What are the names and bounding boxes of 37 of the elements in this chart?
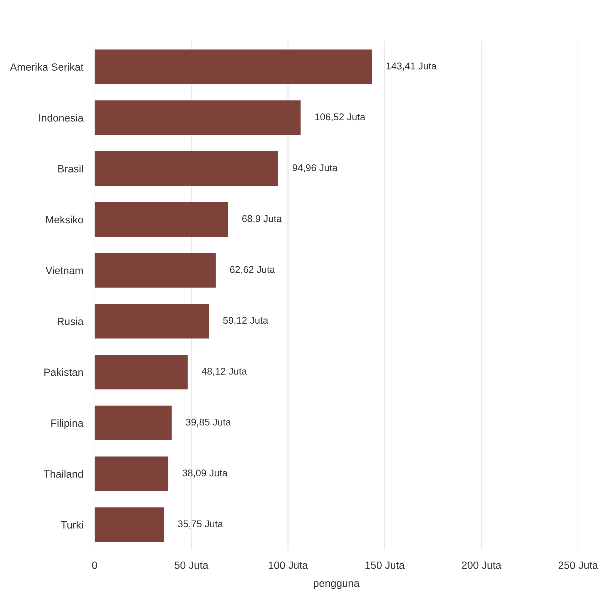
y-tick-label: Thailand <box>44 470 84 478</box>
y-tick-label: Turki <box>61 521 84 529</box>
y-tick-label: Filipina <box>52 419 84 430</box>
data-label: 62,62 Juta <box>230 266 276 274</box>
bar <box>94 100 301 136</box>
y-tick-label: Amerika Serikat <box>10 63 84 71</box>
x-tick-label: 250 Juta <box>558 562 598 570</box>
bar <box>94 253 216 288</box>
data-label: 38,09 Juta <box>182 470 228 478</box>
bar <box>94 50 372 84</box>
bar <box>94 508 164 542</box>
bar <box>94 304 210 339</box>
y-tick-label: Vietnam <box>46 266 84 274</box>
x-tick-label: 0 <box>92 562 98 570</box>
bar <box>94 152 279 186</box>
y-tick-label: Rusia <box>58 318 84 326</box>
x-tick-label: 150 Juta <box>366 562 405 570</box>
bar <box>94 406 172 440</box>
x-tick-label: 100 Juta <box>269 562 308 570</box>
data-label: 59,12 Juta <box>223 317 268 326</box>
bar <box>94 355 188 390</box>
y-tick-label: Meksiko <box>46 216 84 224</box>
x-axis-title: pengguna <box>314 581 360 590</box>
x-tick-label: 50 Juta <box>174 562 209 570</box>
bar <box>94 456 169 492</box>
data-label: 35,75 Juta <box>178 520 224 529</box>
bar <box>94 202 228 237</box>
y-tick-label: Brasil <box>58 165 84 173</box>
data-label: 48,12 Juta <box>202 368 248 376</box>
y-tick-label: Pakistan <box>44 368 84 376</box>
data-label: 39,85 Juta <box>186 418 232 427</box>
data-label: 94,96 Juta <box>292 164 338 173</box>
data-label: 68,9 Juta <box>242 215 282 224</box>
data-label: 106,52 Juta <box>315 114 366 122</box>
y-tick-label: Indonesia <box>40 114 84 122</box>
data-label: 143,41 Juta <box>386 62 437 71</box>
x-tick-label: 200 Juta <box>462 562 502 570</box>
